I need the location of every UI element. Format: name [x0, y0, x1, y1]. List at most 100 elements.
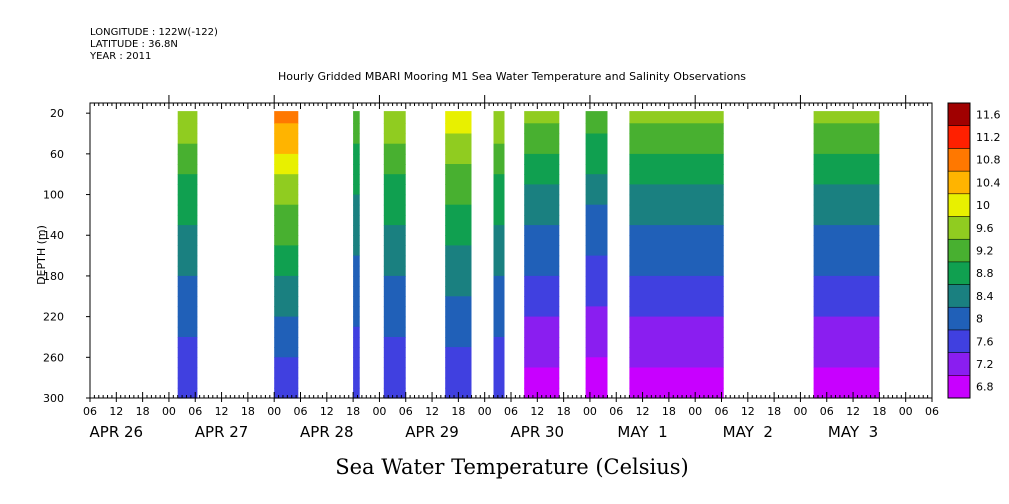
temperature-band	[585, 296, 608, 308]
temperature-band	[353, 347, 360, 358]
temperature-band	[383, 214, 406, 226]
temperature-band	[353, 306, 360, 318]
temperature-band	[629, 337, 724, 348]
temperature-band	[274, 387, 299, 399]
temperature-band	[493, 194, 505, 206]
temperature-band	[445, 245, 472, 257]
legend-swatch	[947, 125, 971, 149]
temperature-band	[629, 133, 724, 145]
temperature-band	[353, 204, 360, 216]
temperature-band	[353, 245, 360, 257]
temperature-band	[353, 367, 360, 379]
data-segment	[629, 111, 724, 399]
temperature-band	[629, 153, 724, 165]
temperature-band	[524, 265, 560, 277]
temperature-band	[629, 184, 724, 196]
temperature-band	[274, 174, 299, 185]
temperature-band	[383, 235, 406, 246]
temperature-band	[445, 357, 472, 369]
x-tick-label: 06	[294, 405, 308, 418]
temperature-band	[585, 133, 608, 145]
temperature-band	[629, 367, 724, 379]
temperature-band	[177, 164, 198, 175]
temperature-band	[383, 306, 406, 318]
temperature-band	[493, 347, 505, 358]
temperature-band	[353, 296, 360, 308]
legend-swatch	[947, 284, 971, 308]
temperature-band	[274, 164, 299, 175]
legend-label: 10	[976, 199, 990, 212]
temperature-band	[445, 367, 472, 379]
temperature-band	[177, 245, 198, 257]
day-label: APR 28	[300, 423, 354, 441]
temperature-band	[353, 133, 360, 145]
temperature-band	[177, 347, 198, 358]
temperature-band	[274, 123, 299, 135]
temperature-band	[383, 133, 406, 145]
temperature-band	[383, 326, 406, 338]
temperature-band	[274, 245, 299, 257]
temperature-band	[353, 214, 360, 226]
temperature-band	[177, 337, 198, 348]
temperature-band	[177, 286, 198, 297]
temperature-band	[445, 347, 472, 358]
temperature-band	[383, 204, 406, 216]
temperature-band	[629, 286, 724, 297]
temperature-band	[383, 174, 406, 185]
legend-label: 11.2	[976, 131, 1001, 144]
temperature-band	[813, 367, 880, 379]
temperature-band	[524, 377, 560, 389]
temperature-band	[353, 143, 360, 155]
legend-swatch	[947, 238, 971, 263]
temperature-band	[383, 357, 406, 369]
x-tick-label: 12	[741, 405, 755, 418]
x-tick-label: 12	[846, 405, 860, 418]
temperature-band	[493, 387, 505, 399]
day-label: MAY 2	[723, 423, 773, 441]
temperature-band	[177, 316, 198, 328]
temperature-band	[524, 184, 560, 196]
temperature-band	[813, 153, 880, 165]
temperature-band	[585, 387, 608, 399]
temperature-band	[353, 316, 360, 328]
temperature-band	[177, 204, 198, 216]
temperature-band	[493, 133, 505, 145]
temperature-band	[177, 296, 198, 308]
temperature-band	[813, 326, 880, 338]
temperature-band	[629, 296, 724, 308]
temperature-band	[177, 326, 198, 338]
temperature-band	[813, 225, 880, 236]
legend-swatch	[947, 352, 971, 376]
temperature-band	[524, 306, 560, 318]
temperature-band	[524, 357, 560, 369]
temperature-band	[493, 204, 505, 216]
legend-label: 8.8	[976, 267, 994, 280]
temperature-band	[383, 245, 406, 257]
temperature-band	[813, 164, 880, 175]
temperature-band	[383, 275, 406, 287]
temperature-band	[585, 214, 608, 226]
x-tick-label: 06	[504, 405, 518, 418]
y-tick-label: 20	[50, 107, 64, 120]
x-tick-label: 18	[767, 405, 781, 418]
legend-label: 6.8	[976, 381, 994, 394]
temperature-band	[445, 164, 472, 175]
temperature-band	[585, 245, 608, 257]
temperature-band	[813, 245, 880, 257]
x-axis-title: Sea Water Temperature (Celsius)	[335, 455, 689, 479]
temperature-band	[383, 111, 406, 124]
temperature-band	[493, 123, 505, 135]
temperature-band	[274, 214, 299, 226]
temperature-band	[383, 255, 406, 267]
temperature-band	[274, 111, 299, 124]
temperature-band	[445, 143, 472, 155]
temperature-band	[585, 347, 608, 358]
temperature-band	[274, 184, 299, 196]
temperature-band	[493, 184, 505, 196]
x-tick-label: 06	[609, 405, 623, 418]
legend-label: 10.4	[976, 176, 1001, 189]
temperature-band	[813, 387, 880, 399]
day-label: MAY 1	[617, 423, 667, 441]
temperature-band	[524, 347, 560, 358]
temperature-band	[629, 347, 724, 358]
